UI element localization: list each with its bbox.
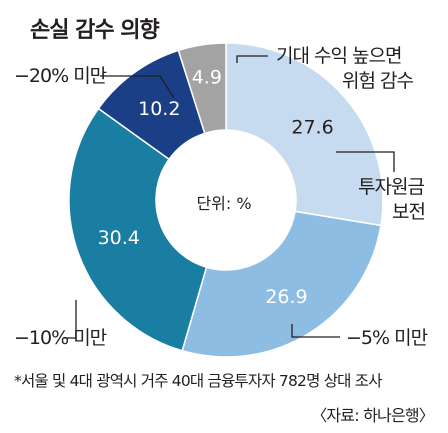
- legend-label-principal-line2: 보전: [392, 201, 426, 223]
- legend-label-loss5: −5% 미만: [346, 327, 428, 349]
- value-label-principal: 27.6: [291, 117, 333, 139]
- leader-line-principal: [336, 151, 395, 172]
- leader-line-loss20: [100, 75, 175, 99]
- legend-label-loss10: −10% 미만: [14, 327, 107, 349]
- value-label-risk: 4.9: [192, 66, 222, 88]
- slice-principal: [225, 42, 384, 227]
- leader-line-loss5: [291, 324, 340, 338]
- leader-line-risk: [236, 55, 268, 63]
- value-label-loss5: 26.9: [265, 286, 307, 308]
- legend-label-principal-line1: 투자원금: [358, 176, 425, 198]
- value-label-loss20: 10.2: [138, 98, 180, 120]
- value-label-loss10: 30.4: [98, 227, 140, 249]
- leader-line-loss10: [64, 300, 77, 339]
- slice-risk: [177, 42, 227, 135]
- legend-label-risk-line1: 기대 수익 높으면: [276, 45, 402, 67]
- legend-label-risk-line2: 위험 감수: [342, 70, 414, 92]
- chart-title: 손실 감수 의향: [30, 18, 160, 43]
- slice-loss5: [181, 210, 382, 358]
- center-label: 단위: %: [196, 194, 251, 213]
- footnote: *서울 및 4대 광역시 거주 40대 금융투자자 782명 상대 조사: [14, 372, 382, 390]
- legend-label-loss20: −20% 미만: [14, 65, 107, 87]
- source-credit: 〈자료: 하나은행〉: [311, 406, 435, 425]
- slice-loss10: [68, 107, 208, 352]
